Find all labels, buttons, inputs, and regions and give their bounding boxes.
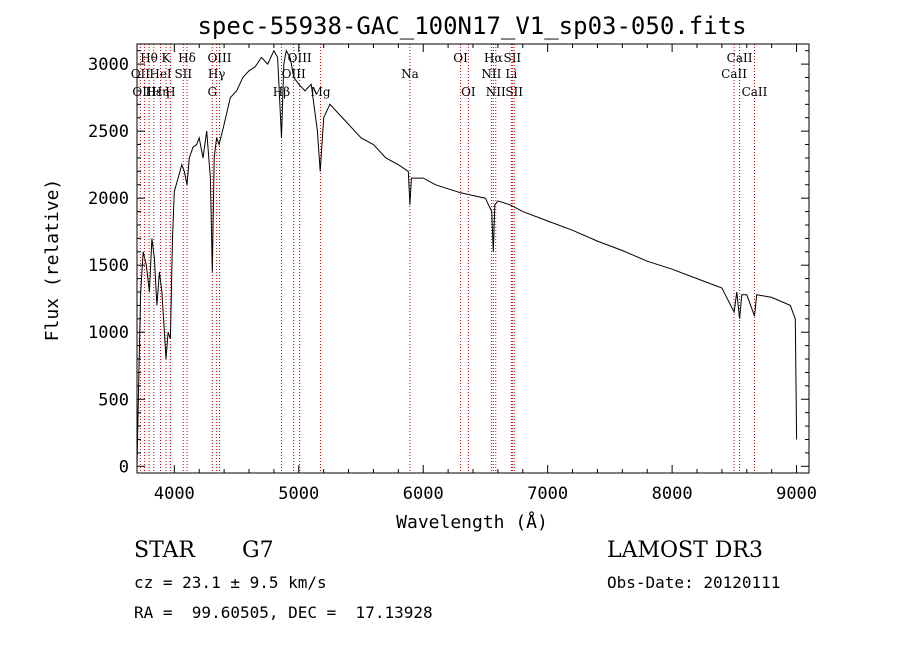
x-axis-label: Wavelength (Å) bbox=[396, 511, 548, 533]
y-tick-label: 0 bbox=[119, 457, 129, 477]
line-label: NII bbox=[481, 67, 501, 81]
x-tick-label: 5000 bbox=[278, 484, 319, 504]
x-tick-label: 4000 bbox=[154, 484, 195, 504]
x-tick-label: 9000 bbox=[776, 484, 817, 504]
line-label: Hη bbox=[152, 85, 170, 99]
line-label: Hδ bbox=[178, 51, 196, 65]
y-tick-label: 3000 bbox=[88, 55, 129, 75]
line-label: Na bbox=[401, 67, 419, 81]
redshift-velocity: cz = 23.1 ± 9.5 km/s bbox=[134, 573, 327, 592]
line-label: H bbox=[165, 85, 175, 99]
line-label: OI bbox=[453, 51, 468, 65]
line-label: Hγ bbox=[208, 67, 226, 81]
x-axis: 4000 5000 6000 7000 8000 9000 bbox=[154, 44, 817, 504]
line-label: OIII bbox=[282, 67, 306, 81]
y-axis: 0 500 1000 1500 2000 2500 3000 bbox=[88, 50, 809, 477]
line-label: CaII bbox=[742, 85, 768, 99]
line-label: CaII bbox=[721, 67, 747, 81]
line-label: Li bbox=[505, 67, 517, 81]
line-label: SII bbox=[503, 51, 521, 65]
spectrum-chart: spec-55938-GAC_100N17_V1_sp03-050.fits H… bbox=[42, 12, 817, 533]
line-label: SII bbox=[174, 67, 192, 81]
line-label: SII bbox=[505, 85, 523, 99]
line-label: OIII bbox=[132, 85, 156, 99]
spectrum-line bbox=[136, 49, 798, 467]
y-axis-label: Flux (relative) bbox=[42, 179, 63, 342]
line-label: OIII bbox=[288, 51, 312, 65]
x-tick-label: 8000 bbox=[652, 484, 693, 504]
line-label: Hθ bbox=[140, 51, 158, 65]
y-tick-label: 500 bbox=[98, 390, 129, 410]
line-label: HeI bbox=[149, 67, 172, 81]
line-label: Hβ bbox=[273, 85, 290, 99]
observation-date: Obs-Date: 20120111 bbox=[607, 573, 781, 592]
line-label: OIII bbox=[207, 51, 231, 65]
object-class: STAR bbox=[134, 538, 195, 563]
line-label: Hα bbox=[484, 51, 503, 65]
line-label: Mg bbox=[311, 85, 331, 99]
line-label: G bbox=[207, 85, 217, 99]
spectral-subclass: G7 bbox=[242, 538, 274, 563]
line-label: K bbox=[162, 51, 172, 65]
y-tick-label: 2500 bbox=[88, 122, 129, 142]
x-tick-label: 6000 bbox=[403, 484, 444, 504]
line-label: OII bbox=[131, 67, 151, 81]
line-label: CaII bbox=[727, 51, 753, 65]
sky-coordinates: RA = 99.60505, DEC = 17.13928 bbox=[134, 603, 433, 622]
spectral-line-markers bbox=[139, 44, 755, 473]
line-label: Hε bbox=[145, 85, 162, 99]
plot-frame bbox=[136, 43, 810, 474]
line-label: NII bbox=[486, 85, 506, 99]
y-tick-label: 1000 bbox=[88, 323, 129, 343]
chart-title: spec-55938-GAC_100N17_V1_sp03-050.fits bbox=[197, 12, 746, 40]
y-tick-label: 2000 bbox=[88, 189, 129, 209]
x-tick-label: 7000 bbox=[527, 484, 568, 504]
survey-name: LAMOST DR3 bbox=[607, 538, 763, 563]
y-tick-label: 1500 bbox=[88, 256, 129, 276]
line-label: OI bbox=[461, 85, 476, 99]
